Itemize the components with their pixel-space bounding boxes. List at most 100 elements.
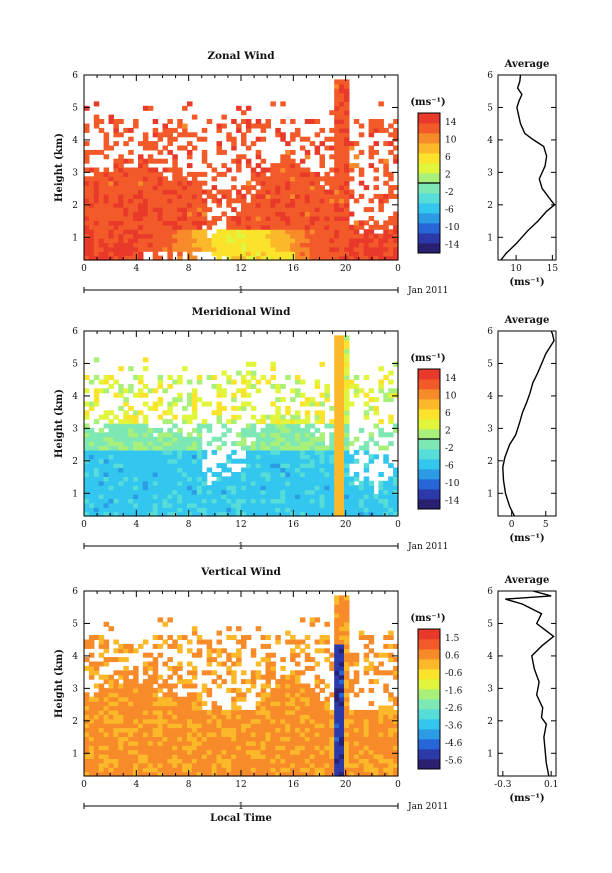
heatmap-cell [319,635,325,640]
heatmap-cell [280,692,286,698]
heatmap-cell [187,507,193,513]
heatmap-cell [152,657,159,663]
heatmap-cell [206,163,213,169]
heatmap-cell [216,736,222,742]
heatmap-cell [226,727,232,733]
heatmap-cell [138,388,144,394]
heatmap-cell [113,476,119,482]
heatmap-cell [334,740,340,746]
heatmap-cell [162,507,168,513]
heatmap-cell [353,238,360,243]
heatmap-cell [363,229,370,235]
heatmap-cell [363,401,370,407]
heatmap-cell [98,758,105,764]
heatmap-cell [344,621,350,627]
heatmap-cell [290,709,296,715]
heatmap-cell [295,423,301,429]
heatmap-cell [334,511,340,517]
heatmap-cell [98,507,105,513]
heatmap-cell [383,432,389,438]
heatmap-cell [216,410,222,416]
heatmap-cell [162,732,168,737]
heatmap-cell [378,758,384,764]
heatmap-cell [201,485,208,491]
heatmap-cell [133,449,139,455]
heatmap-cell [319,723,325,729]
heatmap-cell [285,701,291,707]
heatmap-cell [93,665,100,671]
heatmap-cell [339,370,345,376]
heatmap-cell [231,701,237,707]
heatmap-cell [162,229,168,235]
heatmap-cell [275,476,281,482]
heatmap-cell [363,507,370,513]
heatmap-cell [250,674,257,680]
heatmap-cell [388,123,394,129]
heatmap-cell [314,692,321,698]
heatmap-cell [182,176,188,182]
heatmap-cell [167,498,173,504]
heatmap-cell [142,202,149,208]
heatmap-cell [373,224,379,230]
heatmap-cell [93,463,100,469]
heatmap-cell [157,463,164,469]
y-axis-label: Height (km) [54,649,65,718]
heatmap-cell [123,709,129,715]
heatmap-cell [290,476,296,482]
heatmap-cell [162,745,168,751]
heatmap-cell [172,238,178,243]
heatmap-cell [128,432,134,438]
heatmap-cell [358,445,365,451]
heatmap-cell [241,745,247,751]
heatmap-cell [309,657,316,663]
heatmap-cell [172,242,178,248]
heatmap-cell [324,233,330,239]
heatmap-cell [196,507,203,513]
heatmap-cell [290,202,296,208]
heatmap-cell [236,687,242,693]
heatmap-cell [393,251,399,257]
heatmap-cell [142,180,149,186]
heatmap-cell [231,419,237,425]
heatmap-cell [339,242,345,248]
heatmap-cell [314,705,321,711]
heatmap-cell [275,163,281,169]
heatmap-cell [123,419,129,425]
heatmap-cell [98,127,105,133]
heatmap-cell [113,762,119,768]
heatmap-cell [211,167,218,173]
heatmap-cell [383,489,389,495]
heatmap-cell [329,661,335,667]
heatmap-cell [191,670,198,676]
heatmap-cell [206,467,213,473]
heatmap-cell [344,242,350,248]
heatmap-cell [128,224,134,230]
heatmap-cell [270,163,276,169]
x-tick-label: 0 [395,520,401,530]
heatmap-cell [118,714,124,720]
heatmap-cell [241,392,247,398]
heatmap-cell [93,476,100,482]
heatmap-cell [182,145,188,151]
heatmap-cell [285,749,291,755]
heatmap-cell [211,648,218,654]
heatmap-cell [241,762,247,768]
heatmap-cell [309,220,316,226]
heatmap-cell [216,476,222,482]
heatmap-cell [162,661,168,667]
heatmap-cell [290,494,296,499]
heatmap-cell [138,432,144,438]
heatmap-cell [142,414,149,420]
heatmap-cell [378,379,384,385]
heatmap-cell [98,467,105,473]
heatmap-cell [172,193,178,199]
heatmap-cell [280,211,286,217]
heatmap-cell [118,498,124,504]
heatmap-cell [118,732,124,737]
heatmap-cell [344,635,350,640]
heatmap-cell [304,705,311,711]
heatmap-cell [260,375,267,380]
heatmap-cell [128,180,134,186]
heatmap-cell [182,454,188,460]
heatmap-cell [133,502,139,508]
